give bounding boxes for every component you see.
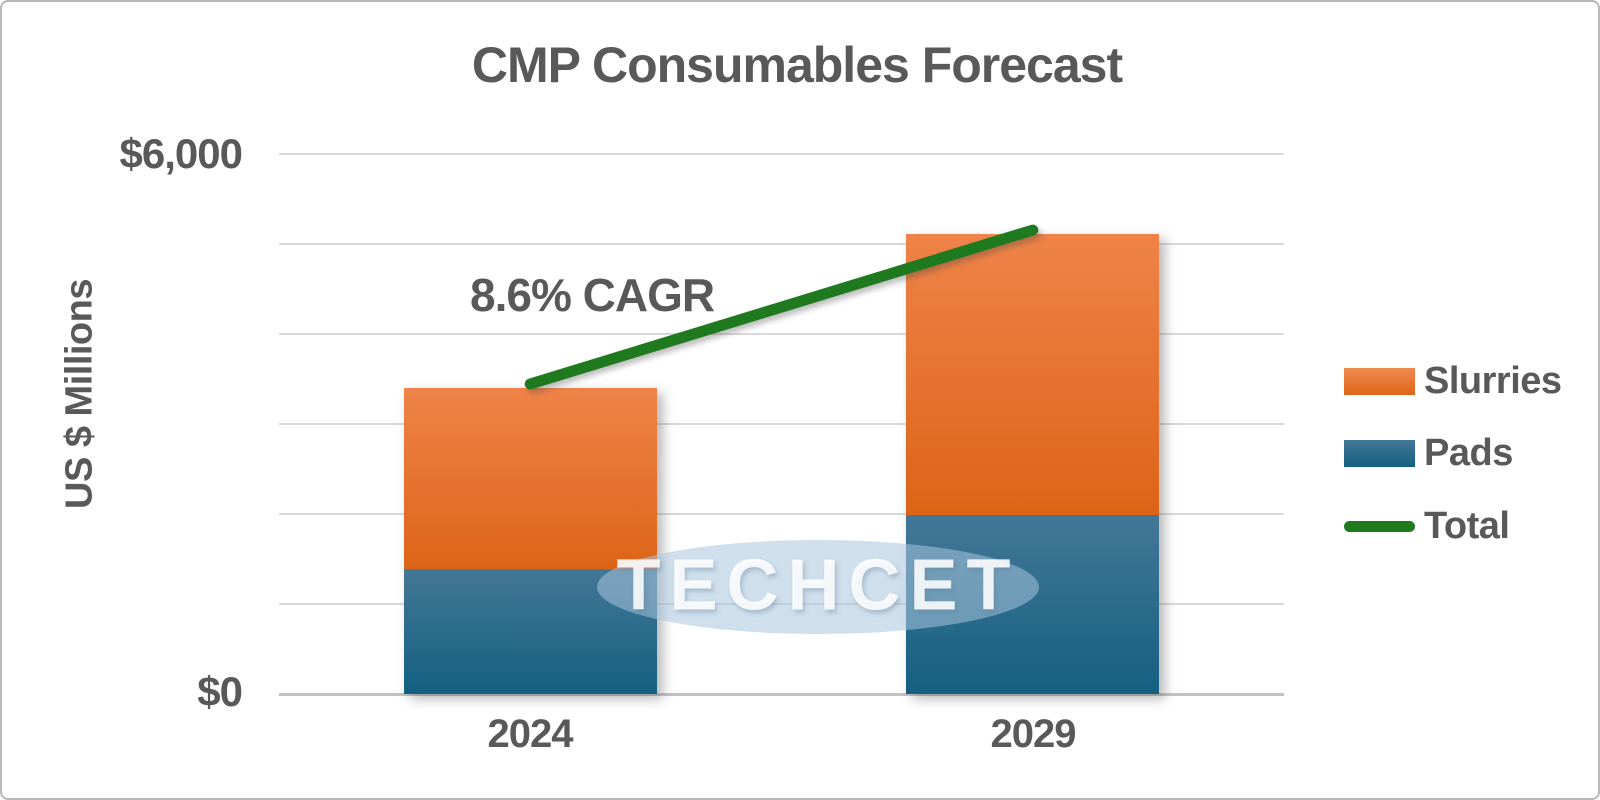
gridline-3000 bbox=[279, 423, 1284, 425]
gridline-5000 bbox=[279, 243, 1284, 245]
y-axis-title: US $ Millions bbox=[58, 279, 101, 509]
chart-title: CMP Consumables Forecast bbox=[471, 37, 1123, 93]
legend-label-pads: Pads bbox=[1424, 432, 1513, 474]
y-tick-6000: $6,000 bbox=[119, 130, 243, 177]
bar-fill-2024 bbox=[403, 388, 657, 694]
bar-fill-2029 bbox=[906, 234, 1160, 694]
legend-item-slurries: Slurries bbox=[1344, 360, 1562, 402]
gridline-4000 bbox=[279, 333, 1284, 335]
x-tick-2029: 2029 bbox=[990, 712, 1077, 756]
bar-2029 bbox=[906, 154, 1160, 694]
plot-area: TECHCET bbox=[279, 153, 1284, 696]
gridline-6000 bbox=[279, 153, 1284, 155]
x-tick-2024: 2024 bbox=[487, 712, 574, 756]
legend-label-slurries: Slurries bbox=[1424, 360, 1562, 402]
pads-swatch-icon bbox=[1344, 439, 1415, 467]
legend-item-pads: Pads bbox=[1344, 432, 1513, 474]
bar-2024 bbox=[403, 154, 657, 694]
y-tick-0: $0 bbox=[197, 668, 243, 715]
x-axis-line bbox=[279, 693, 1284, 696]
slurries-swatch-icon bbox=[1344, 367, 1415, 395]
bar-segment-slurries-2029 bbox=[906, 234, 1160, 515]
cagr-annotation: 8.6% CAGR bbox=[470, 269, 715, 321]
watermark-text: TECHCET bbox=[616, 545, 1020, 626]
legend-item-total: Total bbox=[1344, 505, 1510, 547]
bar-segment-slurries-2024 bbox=[403, 388, 657, 569]
legend-label-total: Total bbox=[1424, 505, 1510, 547]
total-line-swatch-icon bbox=[1344, 520, 1415, 532]
watermark-ellipse-icon bbox=[597, 540, 1039, 634]
techcet-watermark: TECHCET bbox=[597, 540, 1039, 634]
gridline-2000 bbox=[279, 513, 1284, 515]
total-trend-line bbox=[524, 224, 1039, 390]
